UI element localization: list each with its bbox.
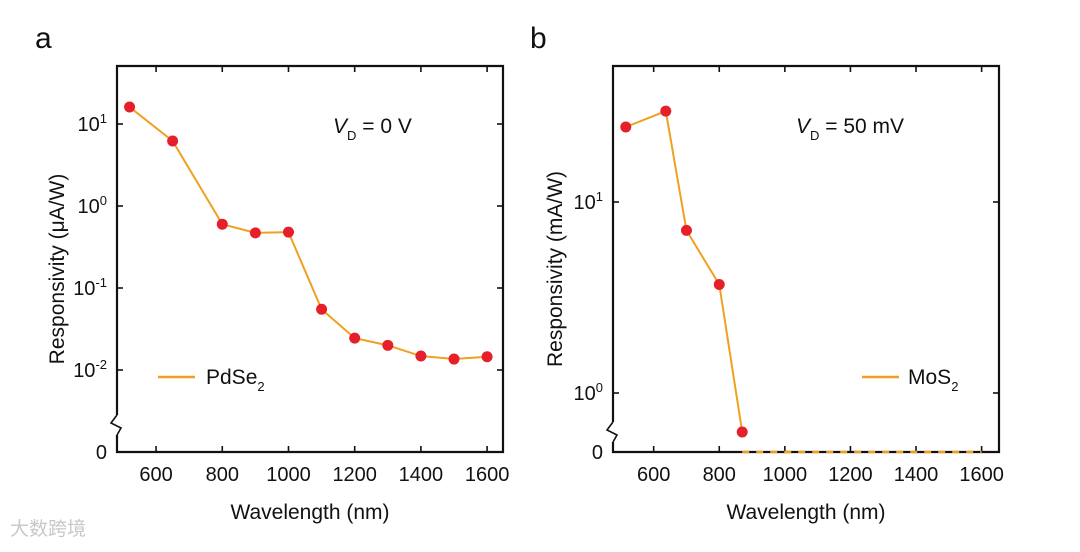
annotation-var: V bbox=[333, 115, 349, 138]
x-tick-label: 1400 bbox=[399, 464, 444, 486]
annotation-sub: D bbox=[810, 128, 819, 143]
bias-annotation: VD = 0 V bbox=[333, 115, 412, 143]
y-tick-label: 101 bbox=[574, 189, 603, 214]
y-tick-label: 100 bbox=[78, 193, 107, 218]
panel-label: b bbox=[530, 22, 547, 55]
legend-name: MoS bbox=[908, 366, 951, 389]
x-tick-label: 800 bbox=[206, 464, 239, 486]
y-tick-exponent: -1 bbox=[95, 275, 107, 290]
y-tick-base: 10 bbox=[574, 192, 596, 214]
data-point bbox=[216, 218, 228, 230]
data-point bbox=[167, 135, 179, 147]
annotation-var: V bbox=[796, 115, 812, 138]
data-point bbox=[481, 351, 493, 363]
watermark-text: 大数跨境 bbox=[10, 518, 86, 540]
y-tick-base: 10 bbox=[73, 360, 95, 382]
data-point bbox=[415, 350, 427, 362]
y-tick-label: 100 bbox=[574, 380, 603, 405]
y-tick-exponent: 1 bbox=[100, 111, 107, 126]
x-axis-label: Wavelength (nm) bbox=[230, 501, 389, 524]
data-point bbox=[620, 121, 632, 133]
data-point bbox=[680, 224, 692, 236]
data-point bbox=[713, 278, 725, 290]
x-tick-label: 1200 bbox=[332, 464, 377, 486]
data-point bbox=[124, 101, 136, 113]
y-tick-label: 10-1 bbox=[73, 275, 107, 300]
panel-label: a bbox=[35, 22, 52, 55]
y-axis-label: Responsivity (mA/W) bbox=[544, 171, 567, 367]
y-tick-base: 10 bbox=[574, 383, 596, 405]
y-axis-label: Responsivity (μA/W) bbox=[46, 174, 69, 365]
x-tick-label: 600 bbox=[139, 464, 172, 486]
data-point bbox=[448, 353, 460, 365]
y-tick-exponent: 0 bbox=[596, 380, 603, 395]
series-line bbox=[128, 106, 488, 361]
y-tick-exponent: 1 bbox=[596, 189, 603, 204]
x-tick-label: 800 bbox=[703, 464, 736, 486]
legend-name: PdSe bbox=[206, 366, 257, 389]
y-tick-label-zero: 0 bbox=[96, 442, 107, 464]
y-tick-base: 10 bbox=[78, 114, 100, 136]
axis-break-icon bbox=[605, 421, 619, 443]
y-tick-exponent: 0 bbox=[100, 193, 107, 208]
y-tick-label-zero: 0 bbox=[592, 442, 603, 464]
x-tick-label: 1200 bbox=[828, 464, 873, 486]
bias-annotation: VD = 50 mV bbox=[796, 115, 904, 143]
x-tick-label: 1000 bbox=[763, 464, 808, 486]
data-point bbox=[349, 332, 361, 344]
x-tick-label: 1600 bbox=[465, 464, 510, 486]
data-point bbox=[249, 227, 261, 239]
data-point bbox=[316, 303, 328, 315]
data-point bbox=[382, 339, 394, 351]
annotation-rest: = 0 V bbox=[356, 115, 411, 138]
y-tick-base: 10 bbox=[78, 196, 100, 218]
axis-frame bbox=[115, 64, 505, 454]
legend-sub: 2 bbox=[951, 379, 958, 394]
data-point bbox=[282, 226, 294, 238]
x-tick-label: 600 bbox=[637, 464, 670, 486]
axis-frame bbox=[611, 64, 1001, 454]
x-tick-label: 1400 bbox=[894, 464, 939, 486]
y-tick-label: 10-2 bbox=[73, 357, 107, 382]
annotation-sub: D bbox=[347, 128, 356, 143]
x-tick-label: 1600 bbox=[959, 464, 1004, 486]
legend-label: PdSe2 bbox=[206, 366, 265, 394]
legend-sub: 2 bbox=[257, 379, 264, 394]
y-tick-exponent: -2 bbox=[95, 357, 107, 372]
axis-break-icon bbox=[109, 414, 123, 436]
y-tick-base: 10 bbox=[73, 278, 95, 300]
x-tick-label: 1000 bbox=[266, 464, 311, 486]
y-tick-label: 101 bbox=[78, 111, 107, 136]
x-axis-label: Wavelength (nm) bbox=[726, 501, 885, 524]
data-point bbox=[736, 426, 748, 438]
series-line bbox=[625, 109, 744, 433]
legend-label: MoS2 bbox=[908, 366, 958, 394]
annotation-rest: = 50 mV bbox=[819, 115, 904, 138]
data-point bbox=[660, 105, 672, 117]
